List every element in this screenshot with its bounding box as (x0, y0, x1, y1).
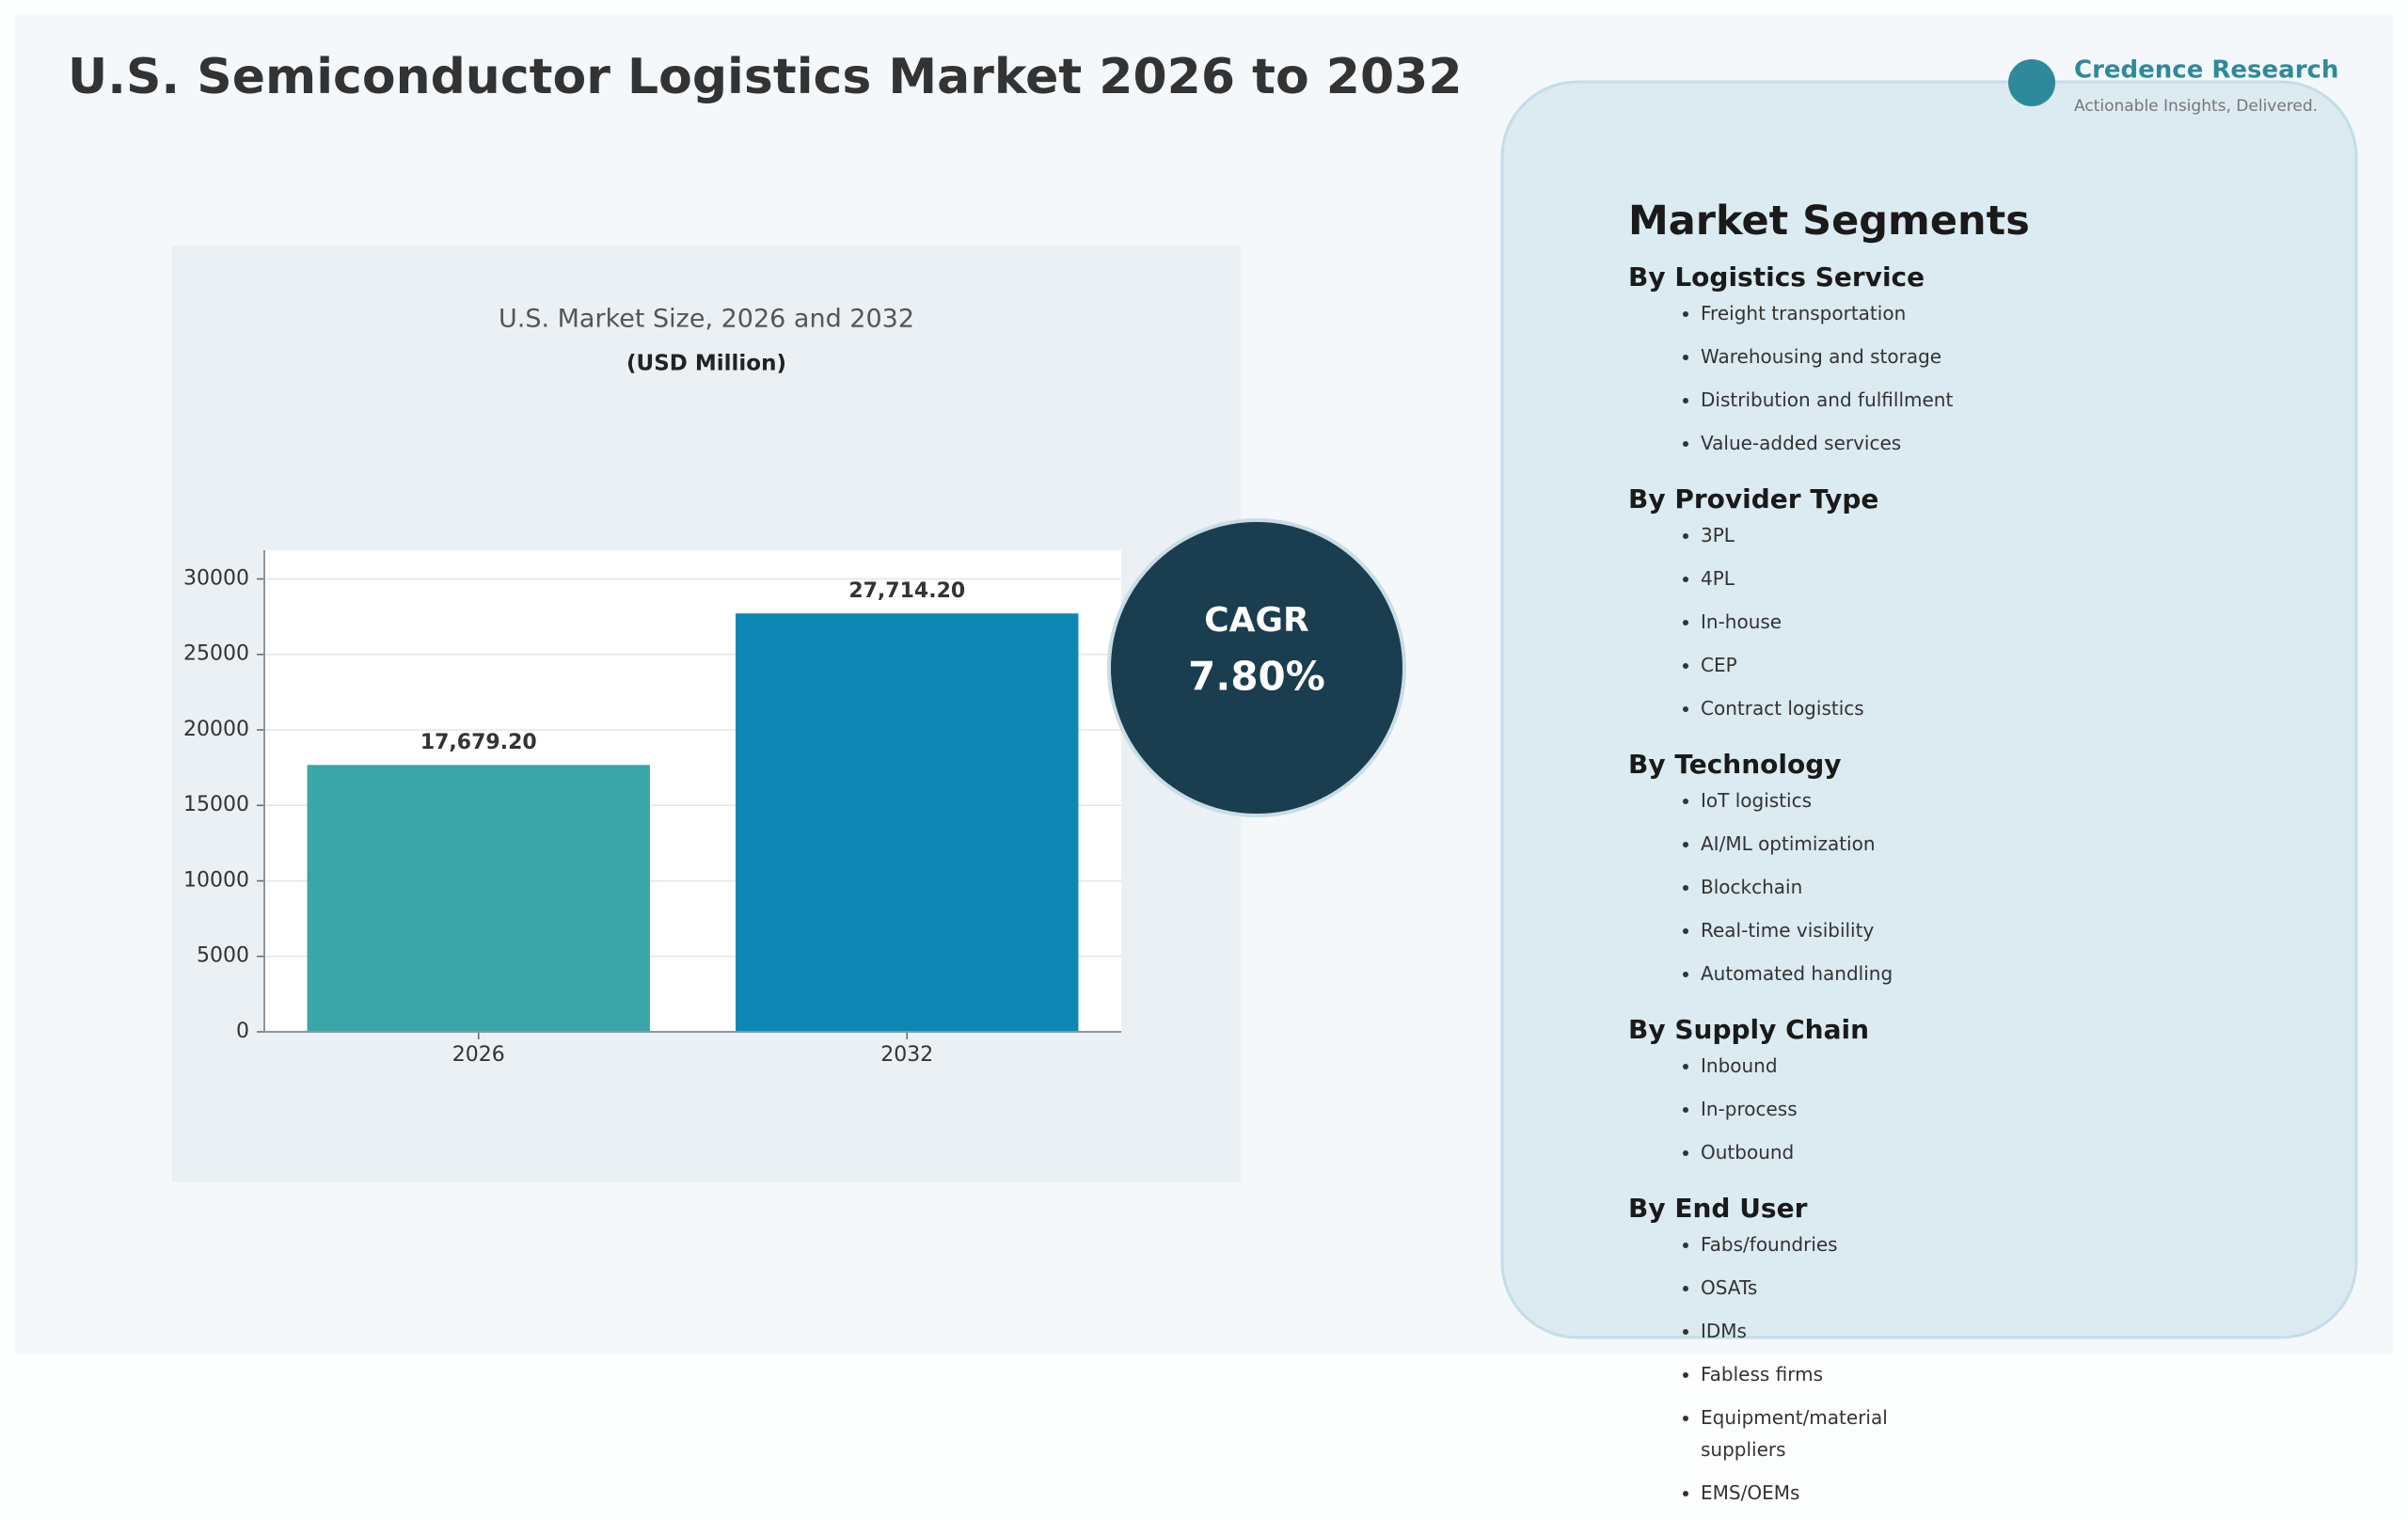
segment-item: Warehousing and storage (1701, 340, 1964, 384)
segments-panel (1500, 80, 2358, 1339)
segments-title: Market Segments (1628, 198, 2030, 245)
segment-item: Fabless firms (1701, 1358, 1964, 1401)
value-label: 27,714.20 (848, 579, 965, 603)
segment-item: Automated handling (1701, 958, 1964, 1001)
chart-title: U.S. Market Size, 2026 and 2032 (499, 305, 914, 334)
segment-list: IoT logisticsAI/ML optimizationBlockchai… (1628, 784, 2287, 1001)
segment-item: Contract logistics (1701, 692, 1964, 736)
segment-item: Inbound (1701, 1050, 1964, 1093)
segment-item: Fabs/foundries (1701, 1228, 1964, 1272)
segment-item: 3PL (1701, 519, 1964, 562)
segment-item: IoT logistics (1701, 784, 1964, 828)
chart-subtitle: (USD Million) (626, 352, 786, 376)
segment-item: Freight transportation (1701, 297, 1964, 340)
segment-item: In-process (1701, 1093, 1964, 1136)
x-tick-label: 2026 (452, 1043, 505, 1067)
segment-item: 4PL (1701, 562, 1964, 606)
segment-item: Equipment/material suppliers (1701, 1401, 1964, 1477)
segment-heading: By Logistics Service (1628, 261, 1925, 293)
segment-item: IDMs (1701, 1315, 1964, 1358)
segment-item: Real-time visibility (1701, 914, 1964, 958)
bar (736, 613, 1079, 1032)
segment-item: OSATs (1701, 1272, 1964, 1315)
cagr-value: 7.80% (1188, 654, 1325, 700)
y-tick-label: 30000 (183, 566, 249, 590)
y-tick-label: 5000 (197, 944, 249, 968)
segment-list: InboundIn-processOutbound (1628, 1050, 2287, 1180)
segment-heading: By End User (1628, 1193, 1808, 1224)
x-tick-label: 2032 (880, 1043, 933, 1067)
y-tick-label: 15000 (183, 793, 249, 816)
segment-list: Fabs/foundriesOSATsIDMsFabless firmsEqui… (1628, 1228, 2287, 1520)
segments: Market Segments By Logistics Service Freig… (1628, 198, 2287, 1520)
page-title: U.S. Semiconductor Logistics Market 2026… (68, 49, 1463, 105)
segment-item: EMS/OEMs (1701, 1477, 1964, 1520)
cagr-label: CAGR (1204, 601, 1309, 640)
logo-icon (2008, 59, 2055, 106)
y-tick-label: 10000 (183, 868, 249, 892)
cagr-circle (1107, 518, 1406, 817)
bar (307, 765, 650, 1032)
segment-item: AI/ML optimization (1701, 828, 1964, 871)
brand: Credence Research (2074, 56, 2338, 85)
segment-list: Freight transportationWarehousing and st… (1628, 297, 2287, 470)
segment-item: Value-added services (1701, 427, 1964, 470)
segment-heading: By Provider Type (1628, 483, 1879, 515)
y-tick-label: 25000 (183, 642, 249, 666)
segment-item: CEP (1701, 649, 1964, 692)
segment-list: 3PL4PLIn-houseCEPContract logistics (1628, 519, 2287, 736)
segment-item: In-house (1701, 606, 1964, 649)
segment-item: Blockchain (1701, 871, 1964, 914)
segment-heading: By Technology (1628, 749, 1842, 780)
y-tick-label: 20000 (183, 718, 249, 741)
segment-item: Distribution and fulfillment (1701, 384, 1964, 427)
segment-item: Outbound (1701, 1136, 1964, 1180)
value-label: 17,679.20 (420, 731, 537, 754)
segment-heading: By Supply Chain (1628, 1014, 1870, 1045)
tagline: Actionable Insights, Delivered. (2074, 97, 2318, 116)
y-tick-label: 0 (236, 1020, 249, 1043)
